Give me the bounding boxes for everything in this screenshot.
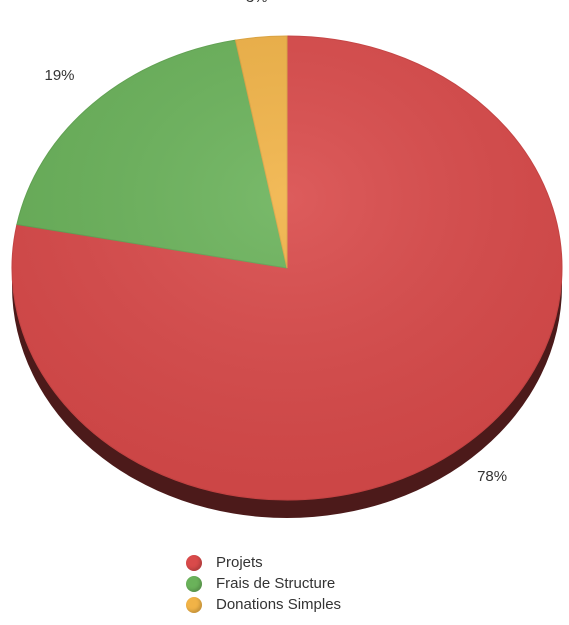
legend-label-frais-de-structure: Frais de Structure [216, 575, 336, 592]
pie-label-frais-de-structure: 19% [44, 67, 74, 84]
legend-item-frais-de-structure[interactable]: Frais de Structure [186, 573, 341, 594]
legend-label-donations-simples: Donations Simples [216, 596, 342, 613]
pie-labels: 78% 19% 3% [44, 0, 507, 485]
legend-swatch-projets [186, 554, 202, 571]
legend: Projets Frais de Structure Donations Sim… [186, 552, 341, 615]
pie-label-donations-simples: 3% [246, 0, 268, 6]
legend-swatch-donations-simples [186, 596, 202, 613]
legend-item-projets[interactable]: Projets [186, 552, 341, 573]
legend-swatch-frais-de-structure [186, 575, 202, 592]
legend-item-donations-simples[interactable]: Donations Simples [186, 594, 341, 615]
legend-label-projets: Projets [216, 554, 263, 571]
pie-slices [11, 35, 563, 501]
pie-label-projets: 78% [477, 468, 507, 485]
